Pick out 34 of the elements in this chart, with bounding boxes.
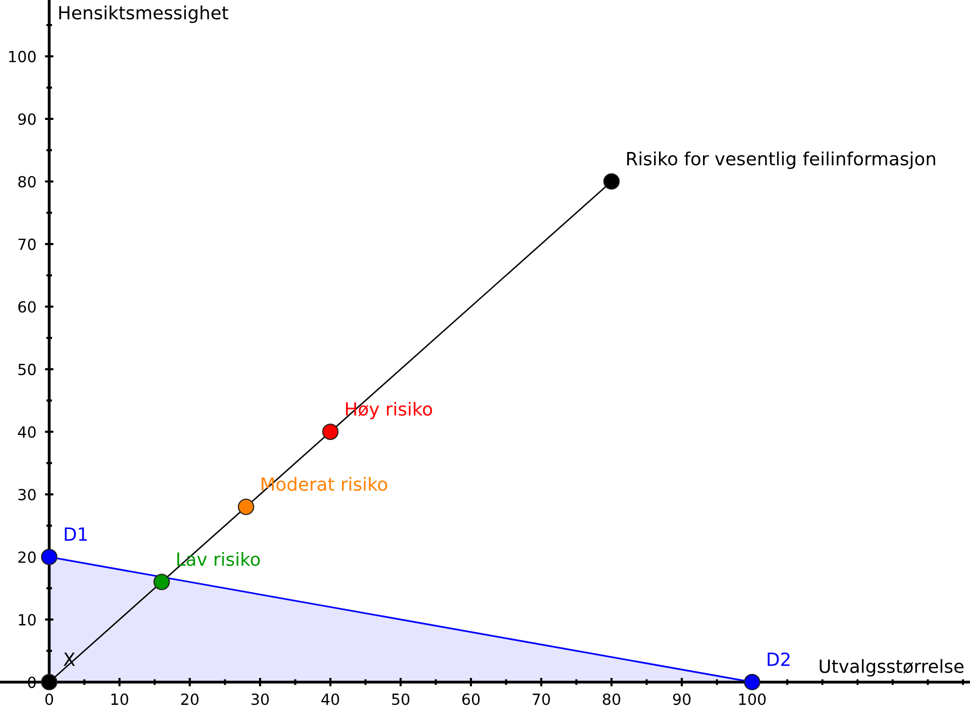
x-tick-label: 90 xyxy=(673,693,691,706)
y-tick-label: 70 xyxy=(18,238,36,250)
point xyxy=(603,173,620,190)
x-axis-title: Utvalgsstørrelse xyxy=(820,659,964,677)
x-tick-label: 80 xyxy=(602,693,620,706)
y-tick-label: 60 xyxy=(18,301,36,313)
series-label: D2 xyxy=(768,652,790,666)
x-tick-label: 70 xyxy=(532,693,550,706)
y-tick-label: 20 xyxy=(18,551,36,563)
x-tick-label: 20 xyxy=(181,693,198,706)
x-tick-label: 60 xyxy=(462,693,480,706)
y-tick-label: 90 xyxy=(18,113,36,125)
y-axis-title: Hensiktsmessighet xyxy=(59,6,228,24)
point xyxy=(238,498,254,516)
point xyxy=(744,674,760,690)
y-tick-label: 50 xyxy=(18,364,36,376)
x-tick-label: 0 xyxy=(45,693,54,706)
y-tick-label: 10 xyxy=(18,614,36,626)
x-tick-label: 50 xyxy=(392,693,410,706)
y-tick-label: 80 xyxy=(18,176,36,188)
point xyxy=(41,674,58,690)
x-tick-label: 100 xyxy=(739,693,766,706)
y-tick-label: 40 xyxy=(18,426,36,438)
series-label: X xyxy=(64,652,75,666)
y-tick-label: 30 xyxy=(18,488,36,500)
x-tick-label: 30 xyxy=(252,693,269,706)
x-tick-label: 10 xyxy=(111,693,128,706)
point xyxy=(322,424,339,440)
point xyxy=(153,574,170,590)
series-label: Risiko for vesentlig feilinformasjon xyxy=(627,152,936,169)
point xyxy=(41,548,58,566)
x-tick-label: 40 xyxy=(321,693,340,706)
series-label: D1 xyxy=(64,528,87,541)
y-tick-label: 100 xyxy=(9,50,36,62)
